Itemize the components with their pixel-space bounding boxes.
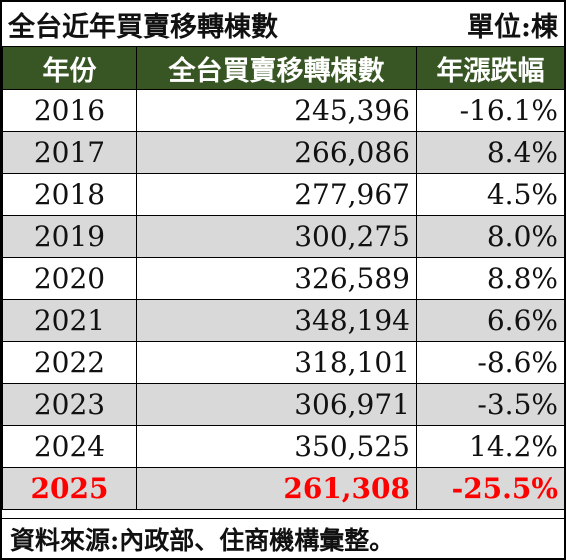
cell-count: 261,308 — [136, 467, 417, 510]
cell-change: -3.5% — [416, 383, 565, 426]
title-bar: 全台近年買賣移轉棟數 單位:棟 — [2, 2, 564, 46]
cell-year: 2022 — [2, 341, 137, 384]
cell-year: 2018 — [2, 173, 137, 216]
cell-change: -16.1% — [416, 89, 565, 132]
table-row: 2025 261,308 -25.5% — [2, 467, 565, 510]
cell-count: 348,194 — [136, 299, 417, 342]
cell-change: -25.5% — [416, 467, 565, 510]
header-count: 全台買賣移轉棟數 — [136, 46, 417, 90]
table-row: 2018 277,967 4.5% — [2, 173, 565, 216]
data-table: 年份 全台買賣移轉棟數 年漲跌幅 2016 245,396 -16.1% 2017 26… — [2, 46, 565, 510]
cell-year: 2020 — [2, 257, 137, 300]
cell-count: 277,967 — [136, 173, 417, 216]
cell-count: 318,101 — [136, 341, 417, 384]
table-row: 2017 266,086 8.4% — [2, 131, 565, 174]
cell-count: 326,589 — [136, 257, 417, 300]
cell-count: 245,396 — [136, 89, 417, 132]
cell-year: 2017 — [2, 131, 137, 174]
header-change: 年漲跌幅 — [416, 46, 565, 90]
cell-change: 8.8% — [416, 257, 565, 300]
cell-change: 14.2% — [416, 425, 565, 468]
header-year: 年份 — [2, 46, 137, 90]
cell-change: -8.6% — [416, 341, 565, 384]
cell-change: 6.6% — [416, 299, 565, 342]
table-row: 2020 326,589 8.8% — [2, 257, 565, 300]
cell-year: 2021 — [2, 299, 137, 342]
cell-change: 8.4% — [416, 131, 565, 174]
cell-year: 2023 — [2, 383, 137, 426]
source-note: 資料來源:內政部、住商機構彙整。 — [2, 518, 564, 558]
cell-change: 4.5% — [416, 173, 565, 216]
header-row: 年份 全台買賣移轉棟數 年漲跌幅 — [2, 46, 565, 90]
table-row: 2016 245,396 -16.1% — [2, 89, 565, 132]
table-row: 2021 348,194 6.6% — [2, 299, 565, 342]
table-row: 2022 318,101 -8.6% — [2, 341, 565, 384]
cell-count: 350,525 — [136, 425, 417, 468]
cell-year: 2024 — [2, 425, 137, 468]
table-row: 2024 350,525 14.2% — [2, 425, 565, 468]
cell-year: 2025 — [2, 467, 137, 510]
table-row: 2023 306,971 -3.5% — [2, 383, 565, 426]
cell-count: 306,971 — [136, 383, 417, 426]
cell-count: 266,086 — [136, 131, 417, 174]
cell-year: 2019 — [2, 215, 137, 258]
cell-change: 8.0% — [416, 215, 565, 258]
unit-label: 單位:棟 — [467, 11, 558, 43]
table-title: 全台近年買賣移轉棟數 — [8, 11, 278, 43]
cell-year: 2016 — [2, 89, 137, 132]
cell-count: 300,275 — [136, 215, 417, 258]
table-row: 2019 300,275 8.0% — [2, 215, 565, 258]
